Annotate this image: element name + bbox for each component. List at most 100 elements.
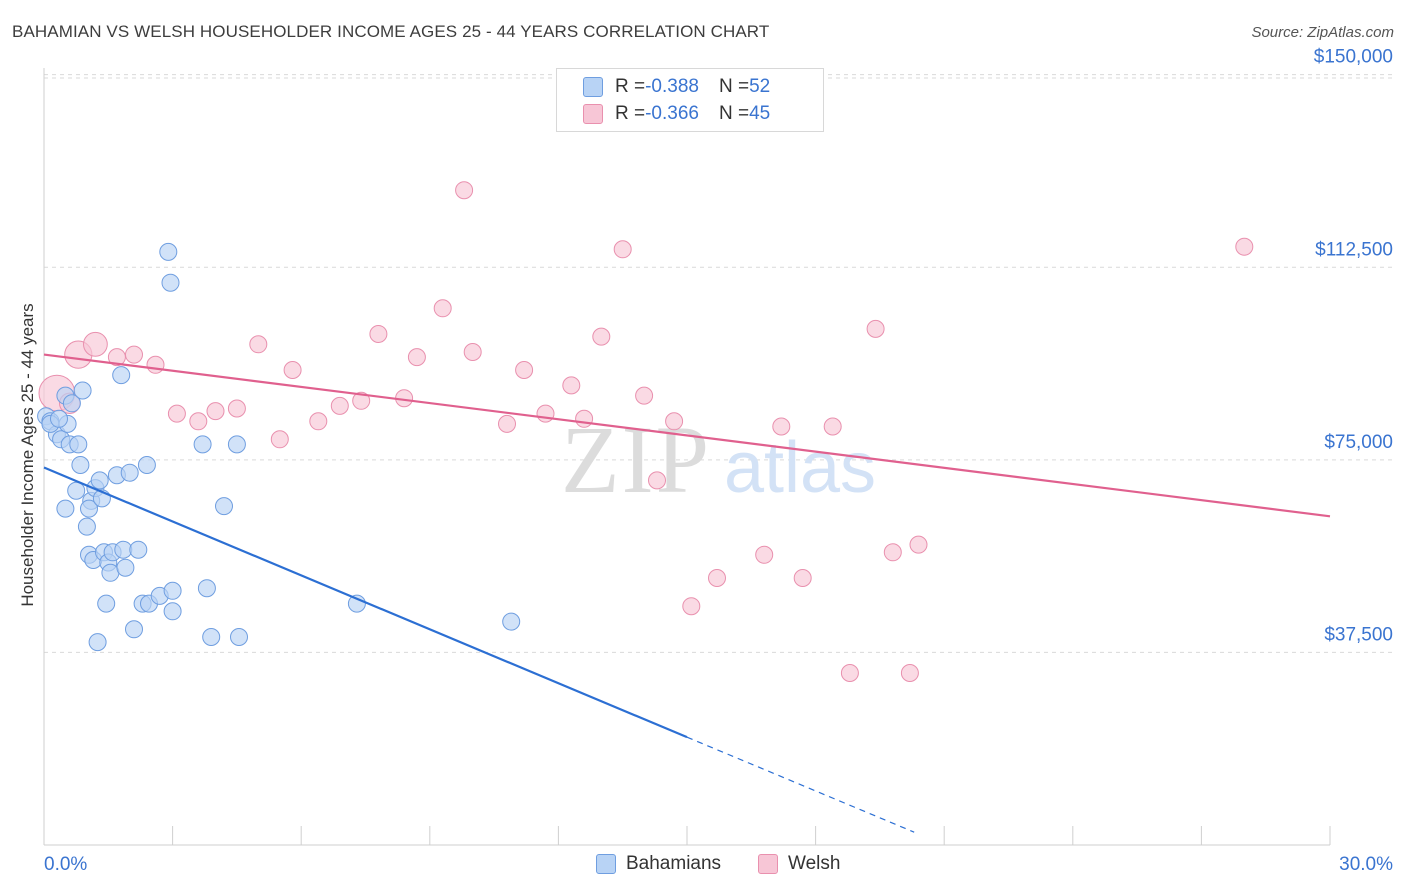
welsh-point — [283, 361, 302, 379]
series-welsh-points — [38, 181, 1254, 682]
source-label: Source: ZipAtlas.com — [1251, 24, 1394, 41]
bahamians-point — [202, 628, 221, 646]
bahamians-point — [120, 463, 139, 482]
bahamians-point — [101, 563, 120, 582]
welsh-point — [515, 361, 534, 379]
welsh-point — [1235, 237, 1254, 256]
bahamians-point — [197, 579, 216, 598]
bahamians-point — [97, 594, 116, 613]
legend-n-label: N = — [718, 103, 750, 124]
bahamians-point — [69, 435, 88, 454]
bahamians-point — [56, 499, 75, 518]
welsh-point — [463, 343, 482, 361]
welsh-point — [823, 417, 842, 436]
welsh-point — [206, 402, 225, 421]
watermark: ZIP atlas — [561, 406, 876, 513]
bottom-legend-label-welsh: Welsh — [788, 853, 841, 874]
correlation-legend: R = -0.388 N = 52 R = -0.366 N = 45 — [556, 68, 824, 132]
legend-r-label: R = — [615, 103, 646, 124]
welsh-point — [682, 597, 701, 616]
y-axis-title-group: Householder Income Ages 25 - 44 years — [18, 303, 37, 606]
welsh-point — [840, 664, 859, 682]
bahamians-point — [71, 456, 90, 474]
welsh-point — [83, 331, 108, 357]
legend-n-value: 52 — [749, 76, 771, 97]
bahamians-point — [161, 273, 180, 292]
bahamians-point — [88, 633, 107, 652]
welsh-point — [369, 325, 388, 343]
bottom-legend-swatch-bahamians — [596, 854, 616, 874]
watermark-atlas: atlas — [724, 428, 876, 508]
y-axis-title: Householder Income Ages 25 - 44 years — [18, 303, 37, 606]
bahamians-point — [50, 409, 68, 428]
bahamians-point — [137, 456, 156, 474]
welsh-point — [866, 319, 885, 338]
legend-swatch-bahamians — [583, 77, 603, 97]
welsh-point — [793, 569, 812, 587]
welsh-point — [772, 417, 791, 436]
welsh-point — [455, 181, 474, 200]
welsh-point — [665, 412, 684, 431]
bahamians-point — [163, 581, 182, 600]
welsh-point — [755, 545, 774, 564]
bahamians-point — [77, 517, 96, 536]
chart-title: BAHAMIAN VS WELSH HOUSEHOLDER INCOME AGE… — [12, 22, 770, 41]
welsh-point — [125, 345, 143, 364]
welsh-point — [575, 409, 594, 428]
bahamians-point — [163, 602, 182, 621]
bottom-legend-bahamians: Bahamians — [596, 851, 721, 877]
series-bahamians-points — [37, 242, 521, 652]
bahamians-point — [502, 612, 521, 631]
bahamians-point — [125, 620, 143, 639]
bottom-legend-label-bahamians: Bahamians — [626, 853, 722, 874]
bahamians-point — [114, 540, 133, 559]
welsh-point — [407, 348, 426, 367]
bahamians-point — [80, 499, 98, 518]
bahamians-point — [73, 381, 92, 400]
legend-n-label: N = — [718, 76, 750, 97]
welsh-point — [592, 327, 611, 346]
welsh-point — [498, 414, 516, 433]
bahamians-point — [90, 471, 109, 490]
welsh-trend-line — [43, 353, 1331, 518]
bottom-legend-swatch-welsh — [758, 854, 778, 874]
welsh-point — [227, 399, 246, 418]
x-tick-label-max: 30.0% — [1339, 854, 1393, 875]
bahamians-point — [62, 394, 81, 413]
welsh-point — [648, 471, 666, 490]
legend-r-label: R = — [615, 76, 646, 97]
welsh-point — [635, 386, 654, 405]
legend-r-value: -0.366 — [645, 103, 699, 124]
bahamians-point — [116, 558, 135, 577]
bahamians-point — [159, 242, 178, 261]
legend-row-bahamians: R = -0.388 N = 52 — [583, 75, 770, 99]
welsh-point — [536, 404, 555, 423]
bahamians-point — [215, 497, 233, 516]
legend-row-welsh: R = -0.366 N = 45 — [583, 102, 770, 126]
y-tick-label: $112,500 — [1315, 239, 1393, 260]
welsh-point — [146, 355, 165, 374]
legend-n-value: 45 — [749, 103, 771, 124]
bahamians-trend-extension — [686, 736, 915, 833]
welsh-point — [352, 391, 371, 410]
gridlines — [44, 74, 1395, 653]
welsh-point — [189, 412, 208, 431]
bahamians-point — [67, 481, 86, 500]
welsh-point — [249, 335, 268, 354]
bahamians-point — [129, 540, 148, 559]
bahamians-point — [193, 435, 212, 454]
legend-r-value: -0.388 — [645, 76, 699, 97]
bahamians-point — [112, 366, 131, 385]
welsh-point — [309, 412, 328, 431]
welsh-point — [270, 430, 289, 449]
bottom-legend-welsh: Welsh — [758, 851, 840, 877]
axes: $37,500 $75,000 $112,500 $150,000 0.0% 30.0% — [43, 47, 1393, 875]
welsh-point — [883, 543, 902, 562]
welsh-point — [562, 376, 581, 395]
welsh-point — [433, 299, 452, 318]
y-tick-label: $37,500 — [1324, 624, 1393, 645]
y-tick-label: $150,000 — [1314, 47, 1393, 68]
legend-swatch-welsh — [583, 104, 603, 124]
welsh-point — [330, 396, 349, 415]
